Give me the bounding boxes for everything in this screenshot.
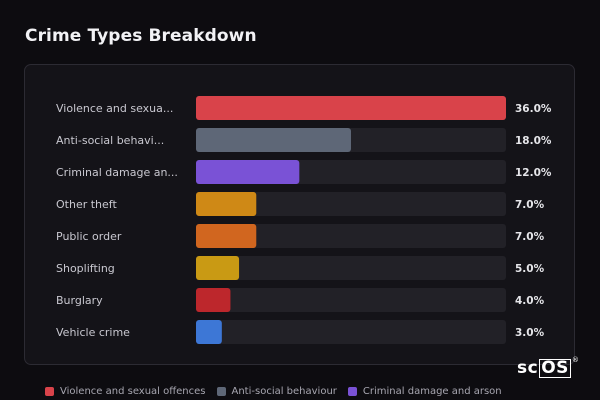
bar	[196, 288, 231, 312]
category-label: Public order	[56, 230, 122, 243]
legend-label: Violence and sexual offences	[60, 386, 206, 397]
bar	[196, 128, 351, 152]
category-label: Violence and sexua...	[56, 102, 173, 115]
value-label: 7.0%	[515, 199, 545, 211]
value-label: 3.0%	[515, 327, 545, 339]
value-label: 12.0%	[515, 167, 552, 179]
bar-row: Shoplifting 5.0%	[56, 256, 545, 280]
bar-row: Vehicle crime 3.0%	[56, 320, 545, 344]
bar	[196, 224, 257, 248]
bar	[196, 320, 222, 344]
bar-row: Anti-social behavi... 18.0%	[56, 128, 552, 152]
bar-row: Criminal damage an... 12.0%	[56, 160, 552, 184]
brand-boxed: OS	[539, 357, 571, 378]
bar	[196, 160, 300, 184]
legend-swatch	[45, 387, 54, 396]
bar	[196, 96, 506, 120]
legend-item: Anti-social behaviour	[216, 386, 337, 397]
legend-label: Criminal damage and arson	[362, 386, 502, 397]
bar-track	[196, 288, 506, 312]
bar-track	[196, 192, 506, 216]
category-label: Vehicle crime	[56, 326, 130, 339]
legend-swatch	[347, 387, 357, 396]
category-label: Anti-social behavi...	[56, 134, 164, 147]
bar-track	[196, 224, 506, 248]
bar	[196, 256, 240, 280]
brand-registered-mark: ®	[571, 356, 580, 364]
bar-track	[196, 320, 506, 344]
legend-label: Anti-social behaviour	[231, 386, 337, 397]
bar	[196, 192, 257, 216]
bar-row: Violence and sexua... 36.0%	[56, 96, 552, 120]
chart-title: Crime Types Breakdown	[25, 26, 257, 46]
category-label: Criminal damage an...	[56, 166, 178, 179]
bar-row: Other theft 7.0%	[56, 192, 545, 216]
bar-row: Public order 7.0%	[56, 224, 545, 248]
value-label: 7.0%	[515, 231, 545, 243]
bar-row: Burglary 4.0%	[56, 288, 545, 312]
category-label: Other theft	[56, 198, 117, 211]
value-label: 5.0%	[515, 263, 545, 275]
value-label: 4.0%	[515, 295, 545, 307]
chart-card: Violence and sexua... 36.0% Anti-social be…	[24, 64, 575, 365]
value-label: 18.0%	[515, 135, 552, 147]
brand-prefix: sc	[517, 358, 539, 378]
legend-item: Criminal damage and arson	[347, 386, 502, 397]
legend-item: Violence and sexual offences	[45, 386, 206, 397]
bar-track	[196, 256, 506, 280]
value-label: 36.0%	[515, 103, 552, 115]
bar-chart: Violence and sexua... 36.0% Anti-social be…	[56, 96, 552, 344]
category-label: Burglary	[56, 294, 103, 307]
brand-logo: sc OS ®	[517, 356, 580, 378]
category-label: Shoplifting	[56, 262, 115, 275]
legend-swatch	[216, 387, 226, 396]
chart-legend: Violence and sexual offences Anti-social …	[45, 386, 502, 397]
